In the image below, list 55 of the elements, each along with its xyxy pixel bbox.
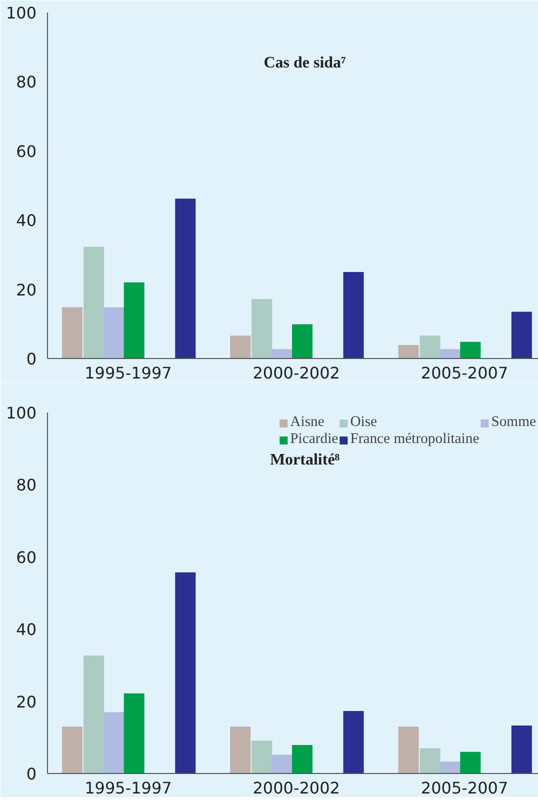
y-tick-label: 80	[16, 72, 36, 92]
bar	[398, 345, 419, 358]
bar	[83, 246, 104, 358]
bar	[175, 198, 196, 358]
bar	[104, 307, 124, 358]
bar	[511, 312, 532, 358]
y-tick-label: 60	[16, 548, 36, 567]
bar	[343, 272, 364, 358]
bar	[511, 725, 532, 774]
legend-label: Picardie	[290, 431, 338, 448]
bar	[124, 693, 144, 774]
y-tick-label: 0	[26, 350, 37, 368]
bar	[124, 282, 144, 358]
bar	[398, 726, 419, 774]
x-tick-label: 2000-2002	[252, 364, 340, 382]
bar	[272, 754, 292, 774]
bar	[252, 298, 272, 358]
bar	[292, 744, 313, 774]
legend-label: France métropolitaine	[350, 431, 480, 448]
bar	[420, 748, 440, 774]
bar	[252, 740, 272, 774]
x-tick-label: 1995-1997	[84, 778, 172, 798]
y-tick-label: 0	[26, 764, 37, 784]
text: Mortalité⁸	[270, 452, 340, 468]
x-tick-label: 1995-1997	[84, 364, 172, 382]
y-tick-label: 40	[16, 211, 36, 230]
bar	[230, 726, 251, 774]
bar	[460, 342, 481, 358]
bar	[62, 307, 82, 358]
y-tick-label: 40	[16, 620, 36, 640]
y-tick-label: 20	[16, 692, 36, 712]
bar	[62, 726, 82, 774]
bar	[420, 336, 440, 358]
bar	[83, 655, 104, 774]
bar	[104, 712, 124, 774]
bar	[440, 349, 460, 358]
y-tick-label: 100	[6, 404, 37, 422]
bar	[272, 349, 292, 358]
bar	[230, 336, 251, 358]
text: Cas de sida⁷	[264, 54, 346, 72]
bar	[292, 324, 313, 358]
legend-label: Somme	[491, 414, 536, 431]
y-tick-label: 80	[16, 476, 36, 495]
bar	[175, 572, 196, 774]
y-tick-label: 60	[16, 142, 36, 161]
x-tick-label: 2005-2007	[420, 778, 508, 798]
bar	[343, 711, 364, 774]
legend-label: Oise	[350, 414, 378, 431]
y-tick-label: 100	[6, 4, 37, 22]
legend-label: Aisne	[290, 414, 324, 431]
bar	[460, 752, 481, 774]
x-tick-label: 2000-2002	[252, 778, 340, 798]
bar	[440, 762, 460, 774]
y-tick-label: 20	[16, 280, 36, 300]
x-tick-label: 2005-2007	[420, 364, 508, 382]
